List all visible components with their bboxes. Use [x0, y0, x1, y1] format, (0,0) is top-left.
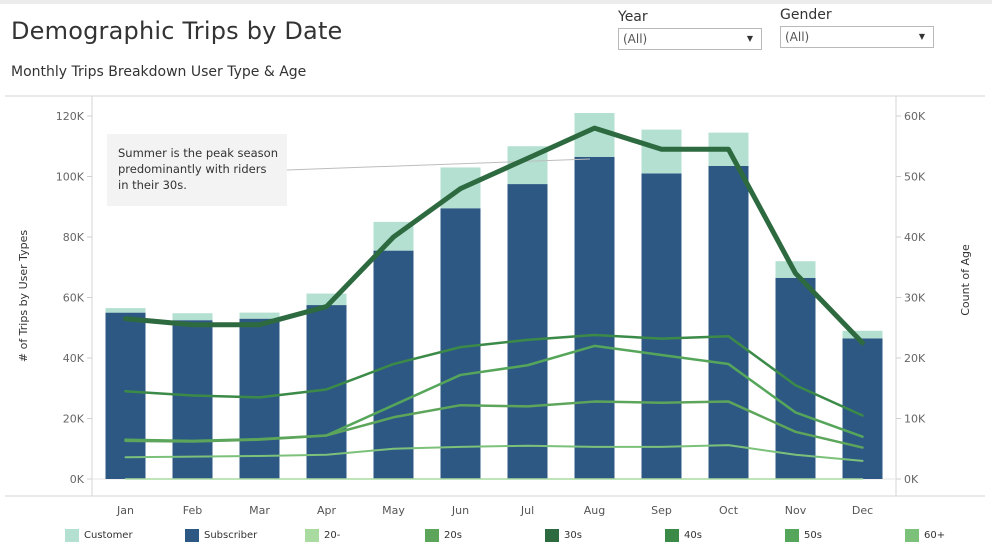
gender-filter: Gender (All) ▼ — [780, 7, 934, 48]
bar-subscriber — [708, 165, 749, 479]
y-tick-label: 40K — [63, 352, 85, 365]
line-series — [123, 125, 865, 346]
chevron-down-icon[interactable]: ▼ — [746, 34, 754, 43]
annotation-connector — [286, 158, 591, 171]
y2-axis-title: Count of Age — [959, 244, 972, 316]
annotation-line: Summer is the peak season — [118, 146, 278, 160]
legend-swatch — [905, 529, 919, 542]
bar-subscriber — [574, 156, 615, 479]
x-tick-label: May — [382, 504, 405, 517]
legend-swatch — [305, 529, 319, 542]
year-dropdown-value: (All) — [623, 32, 648, 46]
x-tick-label: Jun — [451, 504, 469, 517]
y2-tick-label: 50K — [904, 171, 926, 184]
legend-swatch — [425, 529, 439, 542]
legend-swatch — [185, 529, 199, 542]
y2-tick-label: 10K — [904, 413, 926, 426]
x-tick-label: Sep — [651, 504, 672, 517]
line-series — [124, 344, 864, 443]
y-tick-label: 80K — [63, 231, 85, 244]
legend-label: 20- — [324, 530, 341, 541]
legend-label: 50s — [804, 530, 822, 541]
page-title: Demographic Trips by Date — [11, 17, 343, 45]
bar-subscriber — [440, 208, 481, 479]
gender-dropdown-value: (All) — [785, 30, 810, 44]
gender-dropdown[interactable]: (All) ▼ — [780, 26, 934, 48]
bar-customer — [239, 312, 280, 319]
year-dropdown[interactable]: (All) ▼ — [618, 28, 762, 50]
line-series — [124, 333, 864, 417]
y-tick-label: 120K — [56, 110, 85, 123]
legend-swatch — [665, 529, 679, 542]
legend-label: Subscriber — [204, 530, 258, 541]
bar-subscriber — [775, 277, 816, 479]
x-tick-label: Feb — [183, 504, 202, 517]
legend-label: 60+ — [924, 530, 946, 541]
y-tick-label: 20K — [63, 413, 85, 426]
x-tick-label: Dec — [852, 504, 873, 517]
year-filter: Year (All) ▼ — [618, 9, 762, 50]
annotation-line: predominantly with riders — [118, 162, 267, 176]
y2-tick-label: 60K — [904, 110, 926, 123]
x-tick-label: Apr — [317, 504, 337, 517]
bar-customer — [105, 308, 146, 313]
legend-label: 40s — [684, 530, 702, 541]
bar-subscriber — [172, 320, 213, 479]
bar-customer — [842, 330, 883, 339]
legend-label: Customer — [84, 530, 133, 541]
top-border — [0, 0, 992, 4]
legend-label: 20s — [444, 530, 462, 541]
line-series — [124, 400, 864, 449]
chart-annotation: Summer is the peak season predominantly … — [107, 134, 287, 206]
bar-subscriber — [641, 173, 682, 479]
chart-legend: Customer Subscriber 20- 20s 30s 40s 50s … — [0, 527, 992, 547]
page-subtitle: Monthly Trips Breakdown User Type & Age — [11, 64, 307, 80]
legend-swatch — [65, 529, 79, 542]
annotation-line: in their 30s. — [118, 178, 187, 192]
x-tick-label: Aug — [584, 504, 605, 517]
y-tick-label: 60K — [63, 292, 85, 305]
year-filter-label: Year — [618, 9, 648, 25]
y2-tick-label: 0K — [904, 473, 919, 486]
y-tick-label: 100K — [56, 171, 85, 184]
legend-swatch — [785, 529, 799, 542]
y2-tick-label: 40K — [904, 231, 926, 244]
chevron-down-icon[interactable]: ▼ — [918, 32, 926, 41]
bar-customer — [172, 313, 213, 321]
line-series — [124, 444, 864, 462]
bar-subscriber — [239, 318, 280, 479]
x-tick-label: Nov — [785, 504, 807, 517]
bar-subscriber — [507, 184, 548, 479]
legend-label: 30s — [564, 530, 582, 541]
x-tick-label: Oct — [719, 504, 739, 517]
gender-filter-label: Gender — [780, 7, 832, 23]
legend-swatch — [545, 529, 559, 542]
y2-tick-label: 20K — [904, 352, 926, 365]
y-axis-title: # of Trips by User Types — [17, 230, 30, 363]
x-tick-label: Mar — [249, 504, 270, 517]
x-tick-label: Jan — [116, 504, 134, 517]
bar-subscriber — [105, 312, 146, 479]
bar-customer — [306, 293, 347, 306]
y-tick-label: 0K — [70, 473, 85, 486]
x-tick-label: Jul — [520, 504, 534, 517]
y2-tick-label: 30K — [904, 292, 926, 305]
